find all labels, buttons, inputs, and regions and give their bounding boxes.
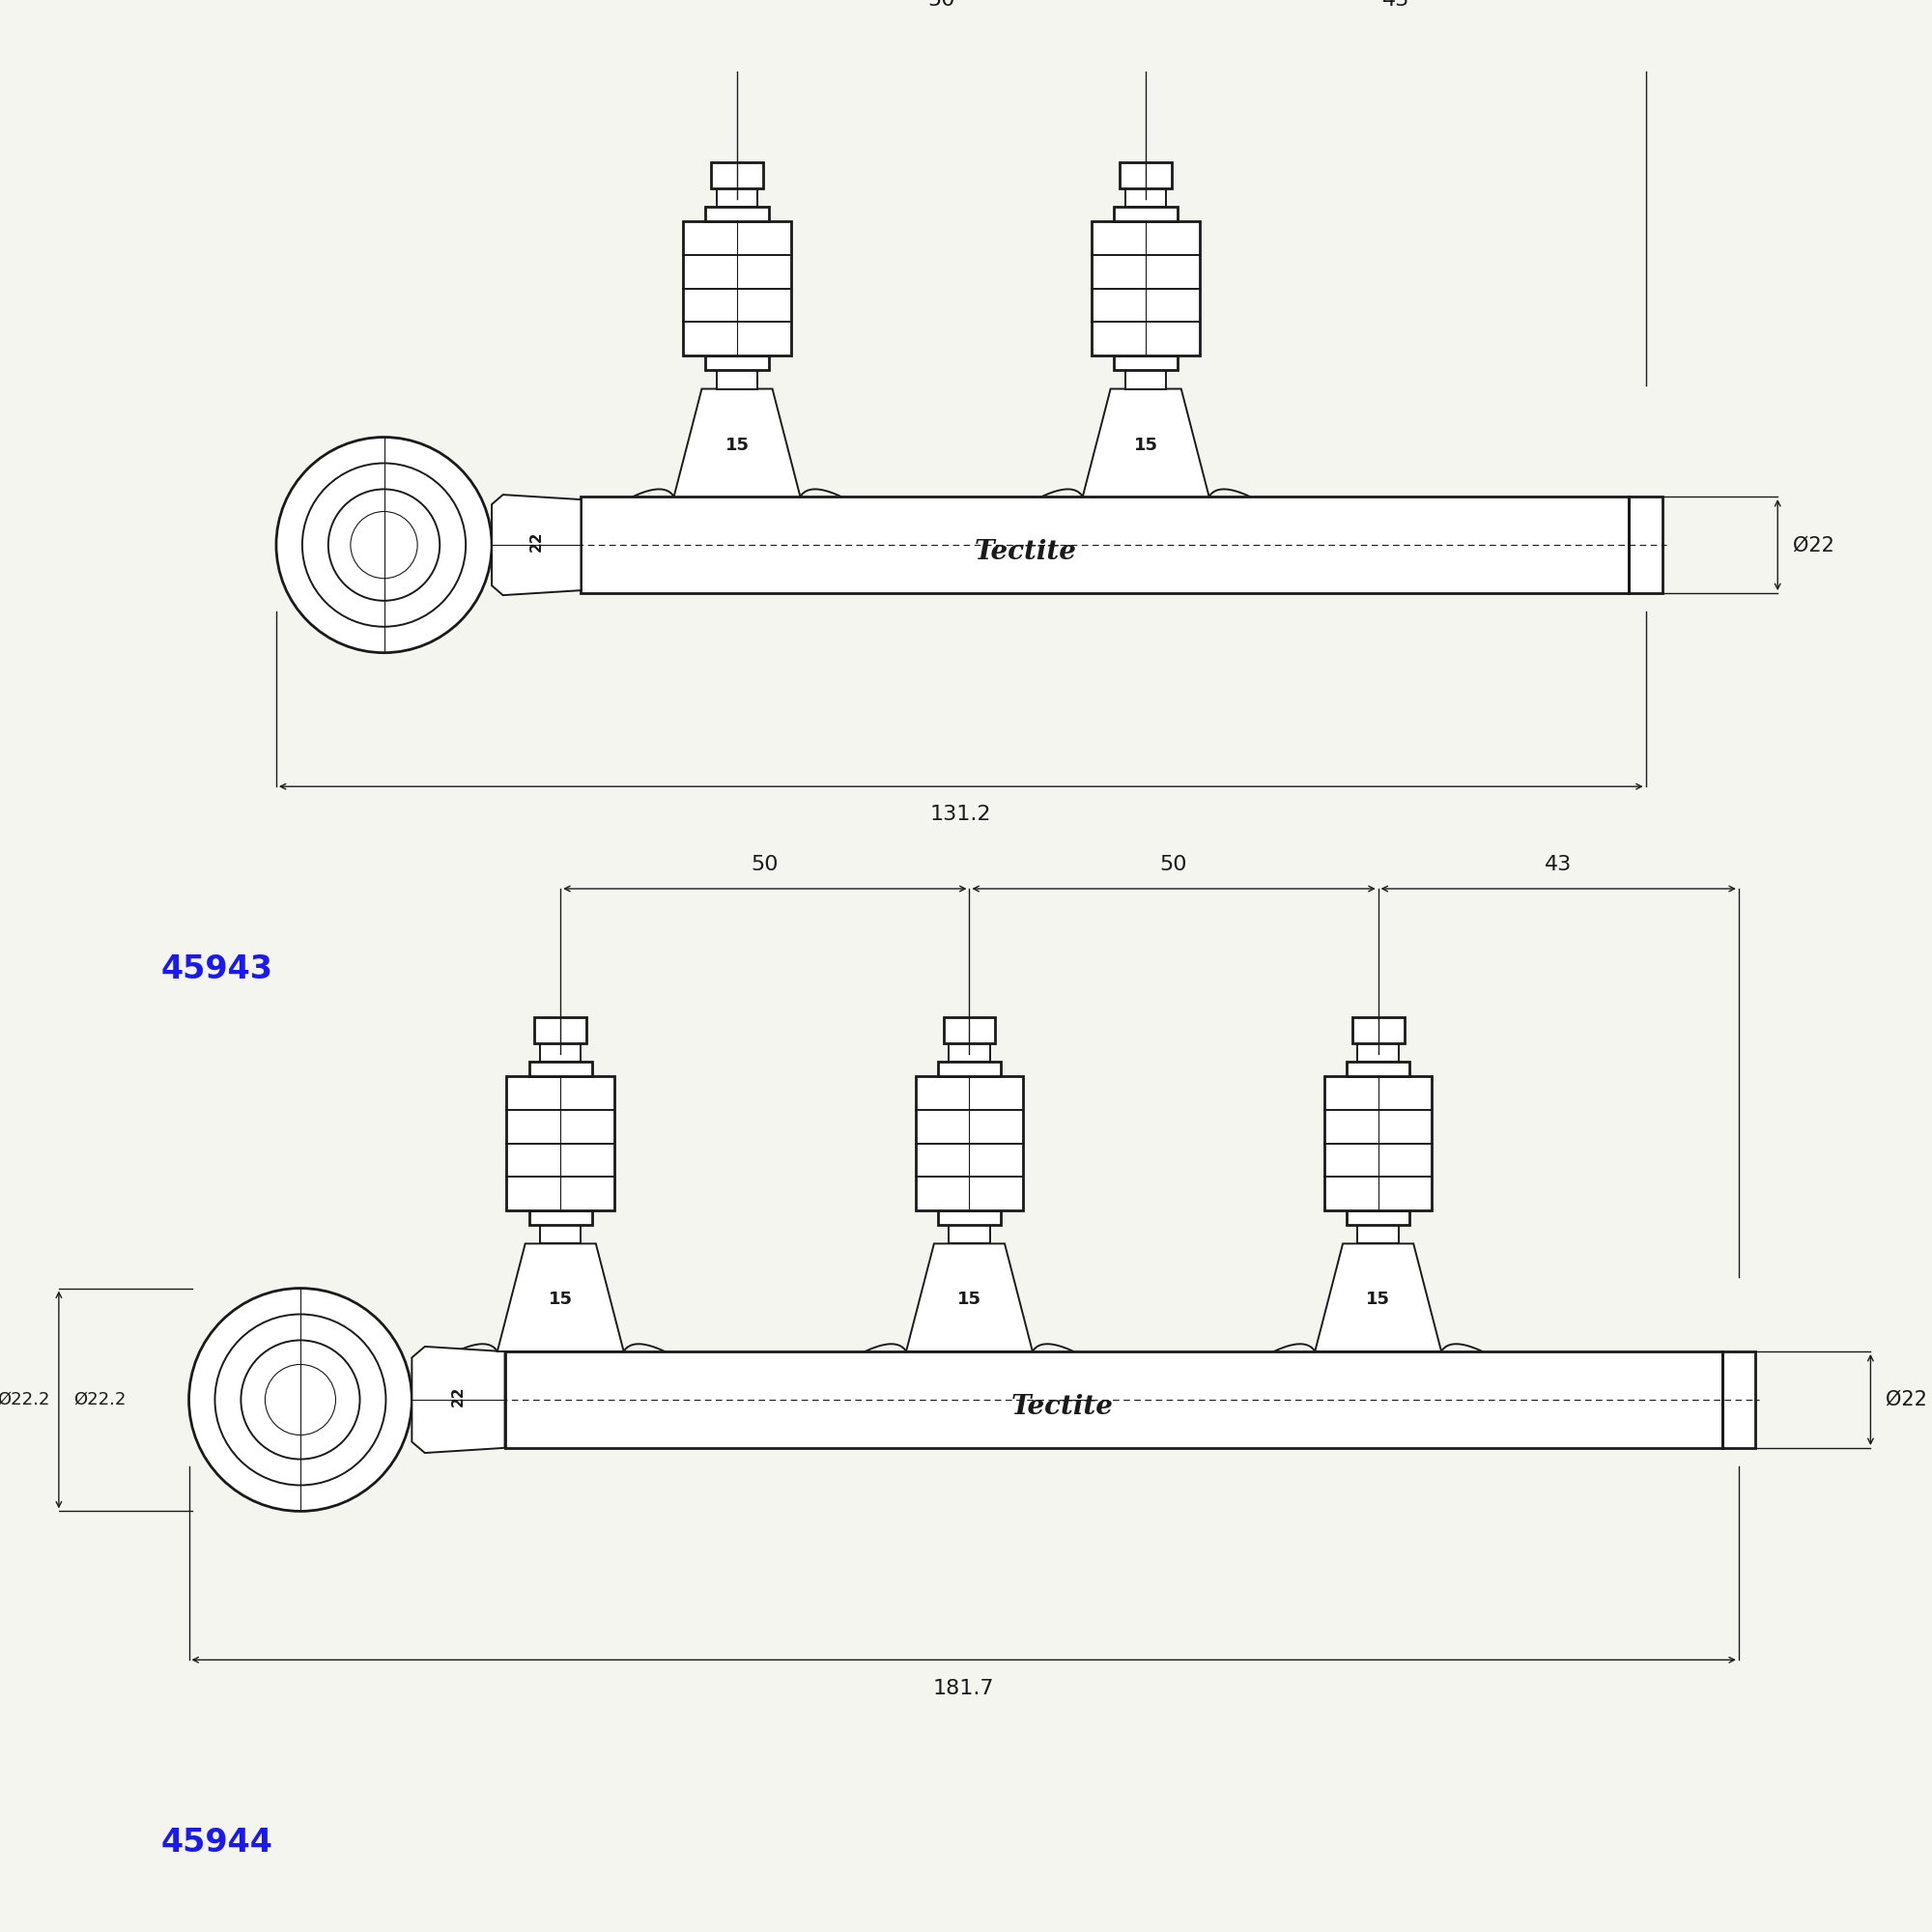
Circle shape [328, 489, 440, 601]
Bar [504, 1350, 1721, 1449]
Polygon shape [1082, 388, 1209, 497]
Bar [1347, 1061, 1410, 1076]
Bar [1092, 222, 1200, 355]
Polygon shape [674, 388, 800, 497]
Text: Ø22.2: Ø22.2 [73, 1391, 126, 1408]
Text: 45943: 45943 [160, 954, 272, 985]
Bar [937, 1209, 1001, 1225]
Bar [916, 1076, 1024, 1209]
Text: 50: 50 [927, 0, 954, 10]
Bar [705, 355, 769, 371]
Bar [1629, 497, 1662, 593]
Circle shape [265, 1364, 336, 1435]
Bar [711, 162, 763, 187]
Bar [582, 497, 1629, 593]
Bar [1115, 355, 1177, 371]
Text: 131.2: 131.2 [931, 806, 991, 825]
Text: Tectite: Tectite [974, 539, 1076, 566]
Circle shape [189, 1289, 412, 1511]
Bar [943, 1016, 995, 1043]
Bar [506, 1076, 614, 1209]
Text: Ø22: Ø22 [1793, 535, 1833, 554]
Text: 50: 50 [1159, 854, 1188, 873]
Bar [684, 222, 790, 355]
Bar [529, 1209, 591, 1225]
Bar [1358, 1043, 1399, 1061]
Text: 15: 15 [724, 437, 750, 454]
Circle shape [301, 464, 466, 626]
Bar [717, 371, 757, 388]
Text: 43: 43 [1381, 0, 1410, 10]
Bar [1126, 371, 1167, 388]
Text: 22: 22 [529, 531, 543, 553]
Text: Tectite: Tectite [1010, 1395, 1113, 1420]
Circle shape [350, 512, 417, 578]
Bar [1358, 1225, 1399, 1244]
Polygon shape [906, 1244, 1032, 1350]
Text: Ø22.2: Ø22.2 [0, 1391, 50, 1408]
Circle shape [214, 1314, 386, 1486]
Bar [949, 1225, 989, 1244]
Bar [1721, 1350, 1756, 1449]
Text: Ø22: Ø22 [1886, 1389, 1926, 1408]
Bar [541, 1043, 582, 1061]
Bar [529, 1061, 591, 1076]
Text: 22: 22 [450, 1385, 466, 1406]
Bar [1126, 187, 1167, 207]
Bar [535, 1016, 587, 1043]
Bar [1115, 207, 1177, 222]
Bar [1323, 1076, 1432, 1209]
Polygon shape [497, 1244, 624, 1350]
Text: 15: 15 [1366, 1291, 1391, 1308]
Text: 50: 50 [752, 854, 779, 873]
Bar [705, 207, 769, 222]
Circle shape [242, 1341, 359, 1459]
Polygon shape [493, 495, 582, 595]
Circle shape [276, 437, 493, 653]
Bar [937, 1061, 1001, 1076]
Bar [717, 187, 757, 207]
Bar [1347, 1209, 1410, 1225]
Bar [949, 1043, 989, 1061]
Text: 43: 43 [1546, 854, 1573, 873]
Bar [541, 1225, 582, 1244]
Text: 181.7: 181.7 [933, 1679, 995, 1698]
Polygon shape [412, 1347, 504, 1453]
Polygon shape [1316, 1244, 1441, 1350]
Text: 45944: 45944 [160, 1828, 272, 1859]
Text: 15: 15 [956, 1291, 981, 1308]
Bar [1121, 162, 1173, 187]
Bar [1352, 1016, 1405, 1043]
Text: 15: 15 [1134, 437, 1157, 454]
Text: 15: 15 [549, 1291, 572, 1308]
